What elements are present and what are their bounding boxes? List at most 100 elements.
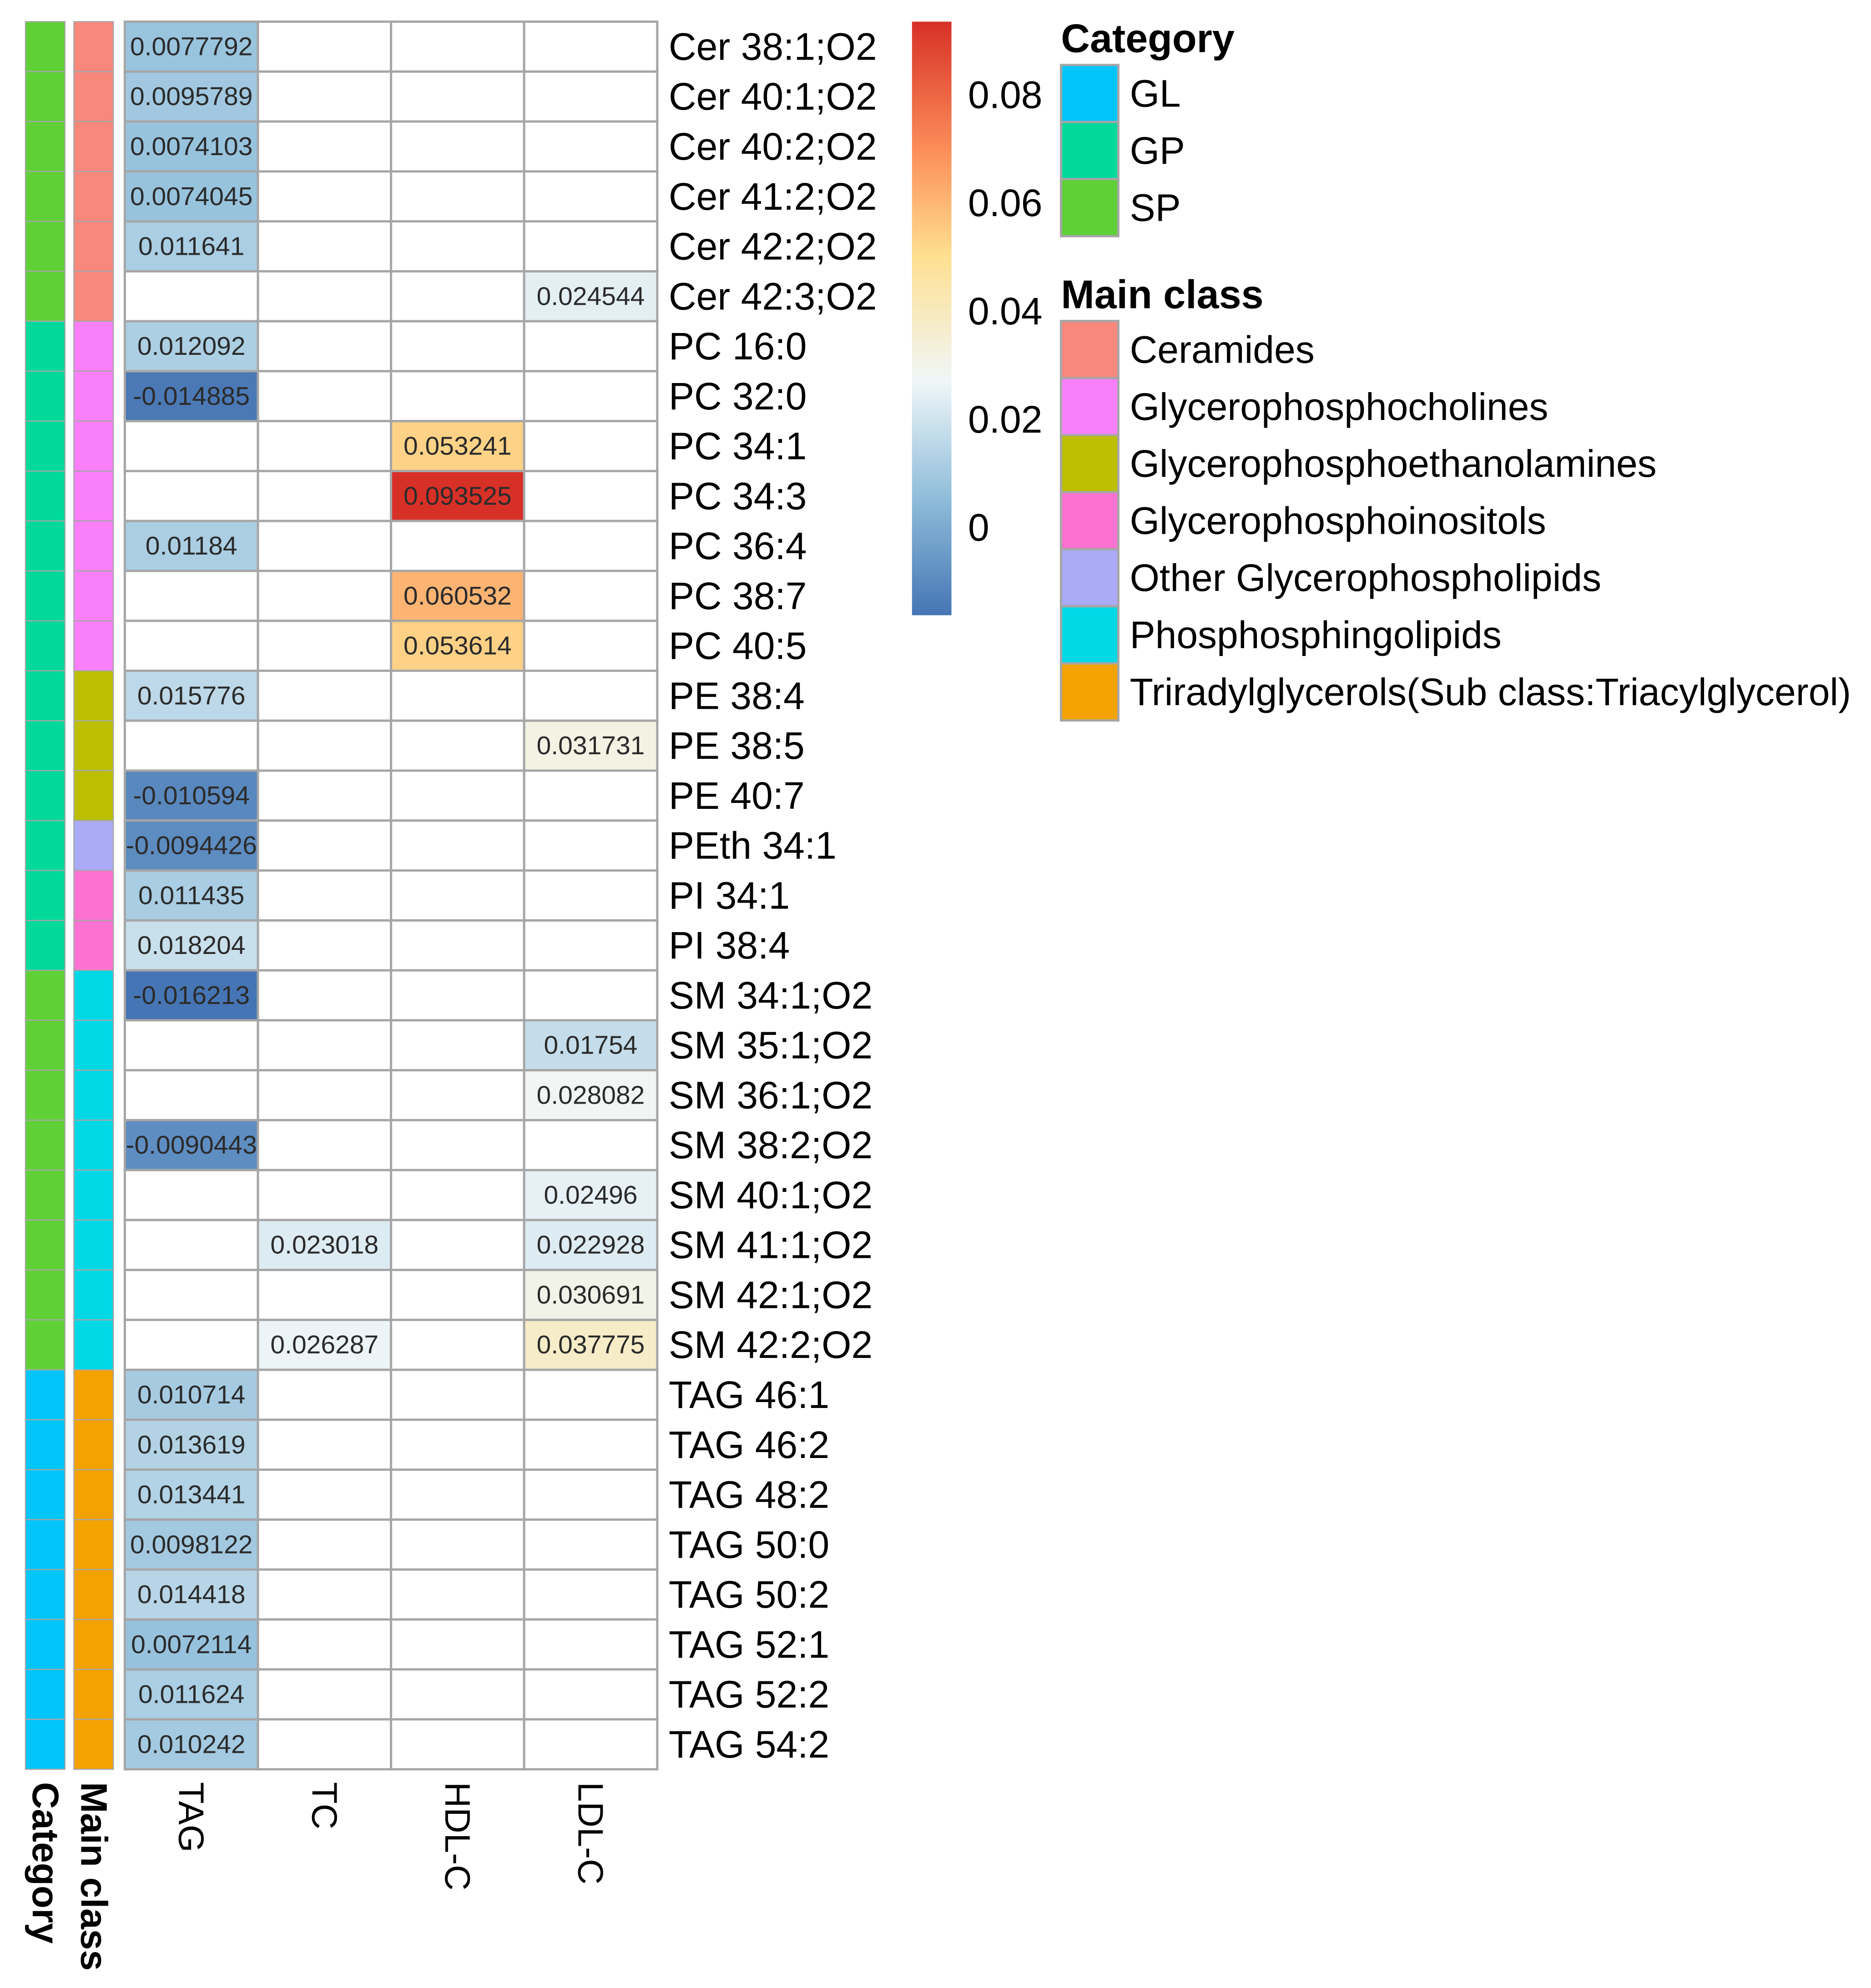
heatmap-cell [257, 120, 393, 173]
heatmap-cell [523, 320, 659, 373]
row-label: TAG 48:2 [669, 1473, 829, 1516]
row-label: SM 41:1;O2 [669, 1224, 872, 1266]
cell-value-label: 0.01184 [146, 531, 237, 560]
heatmap-cell [390, 819, 525, 872]
heatmap-cell [257, 420, 393, 472]
heatmap-cell [123, 1119, 259, 1171]
main-class-legend-swatch [1059, 662, 1120, 722]
cell-value-label: 0.011641 [138, 232, 245, 261]
main-class-cell [73, 271, 114, 322]
category-cell [25, 1569, 66, 1620]
heatmap-cell [390, 469, 525, 522]
category-legend-swatch [1059, 64, 1120, 123]
category-cell [25, 670, 66, 722]
cell-value-label: 0.026287 [270, 1330, 378, 1359]
heatmap-cell [390, 869, 525, 922]
row-label: SM 35:1;O2 [669, 1024, 872, 1067]
main-class-cell [73, 1719, 114, 1770]
row-label: Cer 42:3;O2 [669, 275, 877, 318]
main-class-legend-item-label: Other Glycerophospholipids [1130, 556, 1602, 599]
heatmap-cell [523, 1119, 659, 1171]
heatmap-cell [257, 70, 393, 123]
cell-value-label: 0.037775 [537, 1330, 645, 1359]
heatmap-cell [257, 620, 393, 672]
heatmap-cell [390, 1668, 525, 1721]
main-class-cell [73, 1070, 114, 1121]
category-cell [25, 920, 66, 971]
row-label: TAG 50:2 [669, 1573, 829, 1616]
category-cell [25, 320, 66, 372]
heatmap-cell [390, 719, 525, 772]
column-label-hdl-c: HDL-C [438, 1782, 478, 1890]
main-class-cell [73, 620, 114, 671]
main-class-cell [73, 520, 114, 572]
category-cell [25, 570, 66, 621]
cell-value-label: -0.0090443 [126, 1130, 257, 1160]
heatmap-cell [523, 570, 659, 622]
heatmap-cell [257, 1418, 393, 1471]
cell-value-label: 0.0074045 [130, 182, 252, 211]
row-label: PC 40:5 [669, 625, 807, 667]
cell-value-label: -0.014885 [133, 382, 250, 411]
heatmap-cell [257, 520, 393, 572]
main-class-legend-item-label: Glycerophosphoinositols [1130, 500, 1546, 542]
heatmap-cell [123, 819, 259, 872]
heatmap-cell [257, 919, 393, 972]
heatmap-cell [257, 1568, 393, 1621]
main-class-legend-item-label: Triradylglycerols(Sub class:Triacylglyce… [1130, 671, 1851, 713]
heatmap-cell [123, 919, 259, 972]
category-cell [25, 1519, 66, 1570]
row-label: Cer 40:2;O2 [669, 125, 877, 168]
heatmap-cell [123, 270, 259, 323]
category-cell [25, 1169, 66, 1221]
color-scale-tick-label: 0 [968, 506, 989, 549]
main-class-cell [73, 71, 114, 122]
heatmap-cell [523, 1418, 659, 1471]
row-label: SM 38:2;O2 [669, 1124, 872, 1166]
heatmap-cell [123, 1169, 259, 1221]
row-label: TAG 46:1 [669, 1373, 829, 1416]
main-class-legend-title: Main class [1061, 272, 1263, 317]
cell-value-label: 0.093525 [403, 481, 512, 510]
heatmap-cell [123, 1269, 259, 1321]
category-cell [25, 370, 66, 422]
heatmap-cell [123, 719, 259, 772]
row-label: PE 38:4 [669, 674, 805, 717]
heatmap-cell [123, 1019, 259, 1072]
heatmap-cell [257, 1518, 393, 1571]
heatmap-cell [390, 1518, 525, 1571]
heatmap-cell [390, 1468, 525, 1521]
cell-value-label: 0.010242 [137, 1730, 246, 1759]
cell-value-label: 0.01754 [544, 1031, 637, 1060]
main-class-cell [73, 1419, 114, 1470]
heatmap-cell [390, 669, 525, 722]
heatmap-cell [390, 520, 525, 572]
main-class-cell [73, 470, 114, 522]
column-label-tag: TAG [171, 1782, 212, 1852]
heatmap-cell [390, 320, 525, 373]
main-class-cell [73, 920, 114, 971]
main-class-cell [73, 1519, 114, 1570]
heatmap-cell [523, 1568, 659, 1621]
category-cell [25, 21, 66, 72]
heatmap-cell [390, 70, 525, 123]
cell-value-label: 0.0098122 [130, 1530, 252, 1559]
heatmap-cell [523, 520, 659, 572]
main-class-legend-swatch [1059, 377, 1120, 436]
heatmap-cell [123, 370, 259, 423]
heatmap-cell [523, 1468, 659, 1521]
heatmap-cell [123, 969, 259, 1022]
heatmap-cell [390, 1269, 525, 1321]
heatmap-cell [523, 1618, 659, 1671]
heatmap-cell [523, 1718, 659, 1771]
category-cell [25, 470, 66, 522]
category-cell [25, 121, 66, 172]
heatmap-cell [257, 1169, 393, 1221]
category-legend-swatch [1059, 121, 1120, 181]
category-legend-item-label: SP [1130, 186, 1181, 229]
cell-value-label: 0.022928 [537, 1231, 645, 1260]
main-class-legend-item-label: Glycerophosphocholines [1130, 385, 1548, 428]
heatmap-cell [257, 969, 393, 1022]
row-label: PI 38:4 [669, 924, 790, 967]
main-class-legend-swatch [1059, 320, 1120, 379]
